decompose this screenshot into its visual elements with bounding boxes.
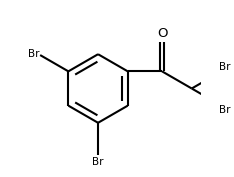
Text: Br: Br	[92, 157, 104, 167]
Text: Br: Br	[219, 105, 231, 115]
Text: O: O	[157, 27, 167, 41]
Text: Br: Br	[219, 62, 231, 72]
Text: Br: Br	[28, 49, 39, 59]
